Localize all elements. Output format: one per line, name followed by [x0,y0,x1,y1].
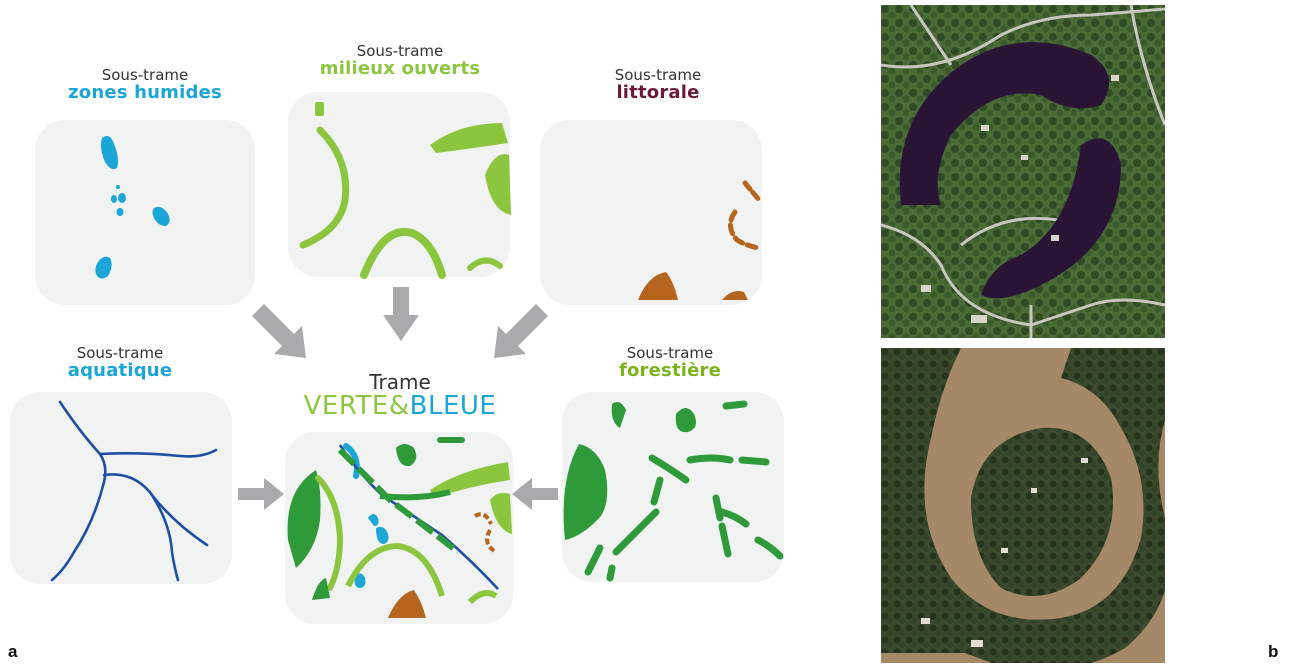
center-subtitle: VERTE&BLEUE [290,391,510,421]
arrow-from-forestiere [512,478,558,510]
arrow-from-littorale [494,304,548,358]
coastal-shapes [638,180,763,300]
arrow-from-ouverts [383,287,419,341]
arrow-from-humides [252,304,306,358]
label-littorale: Sous-trame littorale [568,66,748,103]
label-prefix: Sous-trame [101,66,189,84]
panel-label-b: b [1268,642,1279,661]
open-land-shapes [299,126,503,279]
center-title: Trame [369,370,431,394]
tile-aquatique [10,392,232,584]
aerial-photo-normal [881,5,1165,338]
label-milieux-ouverts: Sous-trame milieux ouverts [300,42,500,79]
tile-littorale [540,120,762,305]
label-prefix: Sous-trame [614,66,702,84]
label-zones-humides: Sous-trame zones humides [55,66,235,103]
label-name: aquatique [67,359,173,381]
label-prefix: Sous-trame [626,344,714,362]
tile-zones-humides [35,120,255,305]
label-name: zones humides [68,81,222,103]
label-prefix: Sous-trame [76,344,164,362]
label-name: milieux ouverts [319,57,481,79]
trame-diagram [10,92,784,624]
oxbow-lake [899,42,1121,299]
label-forestiere: Sous-trame forestière [590,344,750,381]
river-network [50,400,218,582]
arrows [238,287,558,510]
humid-zone-shapes [95,136,170,279]
panel-label-a: a [8,642,18,661]
label-prefix: Sous-trame [356,42,444,60]
center-verte: VERTE& [303,391,410,421]
label-aquatique: Sous-trame aquatique [40,344,200,381]
label-center: Trame VERTE&BLEUE [290,372,510,420]
combined-network [287,437,512,618]
label-name: forestière [618,359,722,381]
forest-shapes [563,402,696,540]
center-bleue: BLEUE [409,391,497,421]
tile-forestiere [562,392,784,582]
aerial-photo-flooded [881,348,1165,663]
arrow-from-aquatique [238,478,284,510]
tile-milieux-ouverts [288,92,510,277]
label-name: littorale [616,81,700,103]
